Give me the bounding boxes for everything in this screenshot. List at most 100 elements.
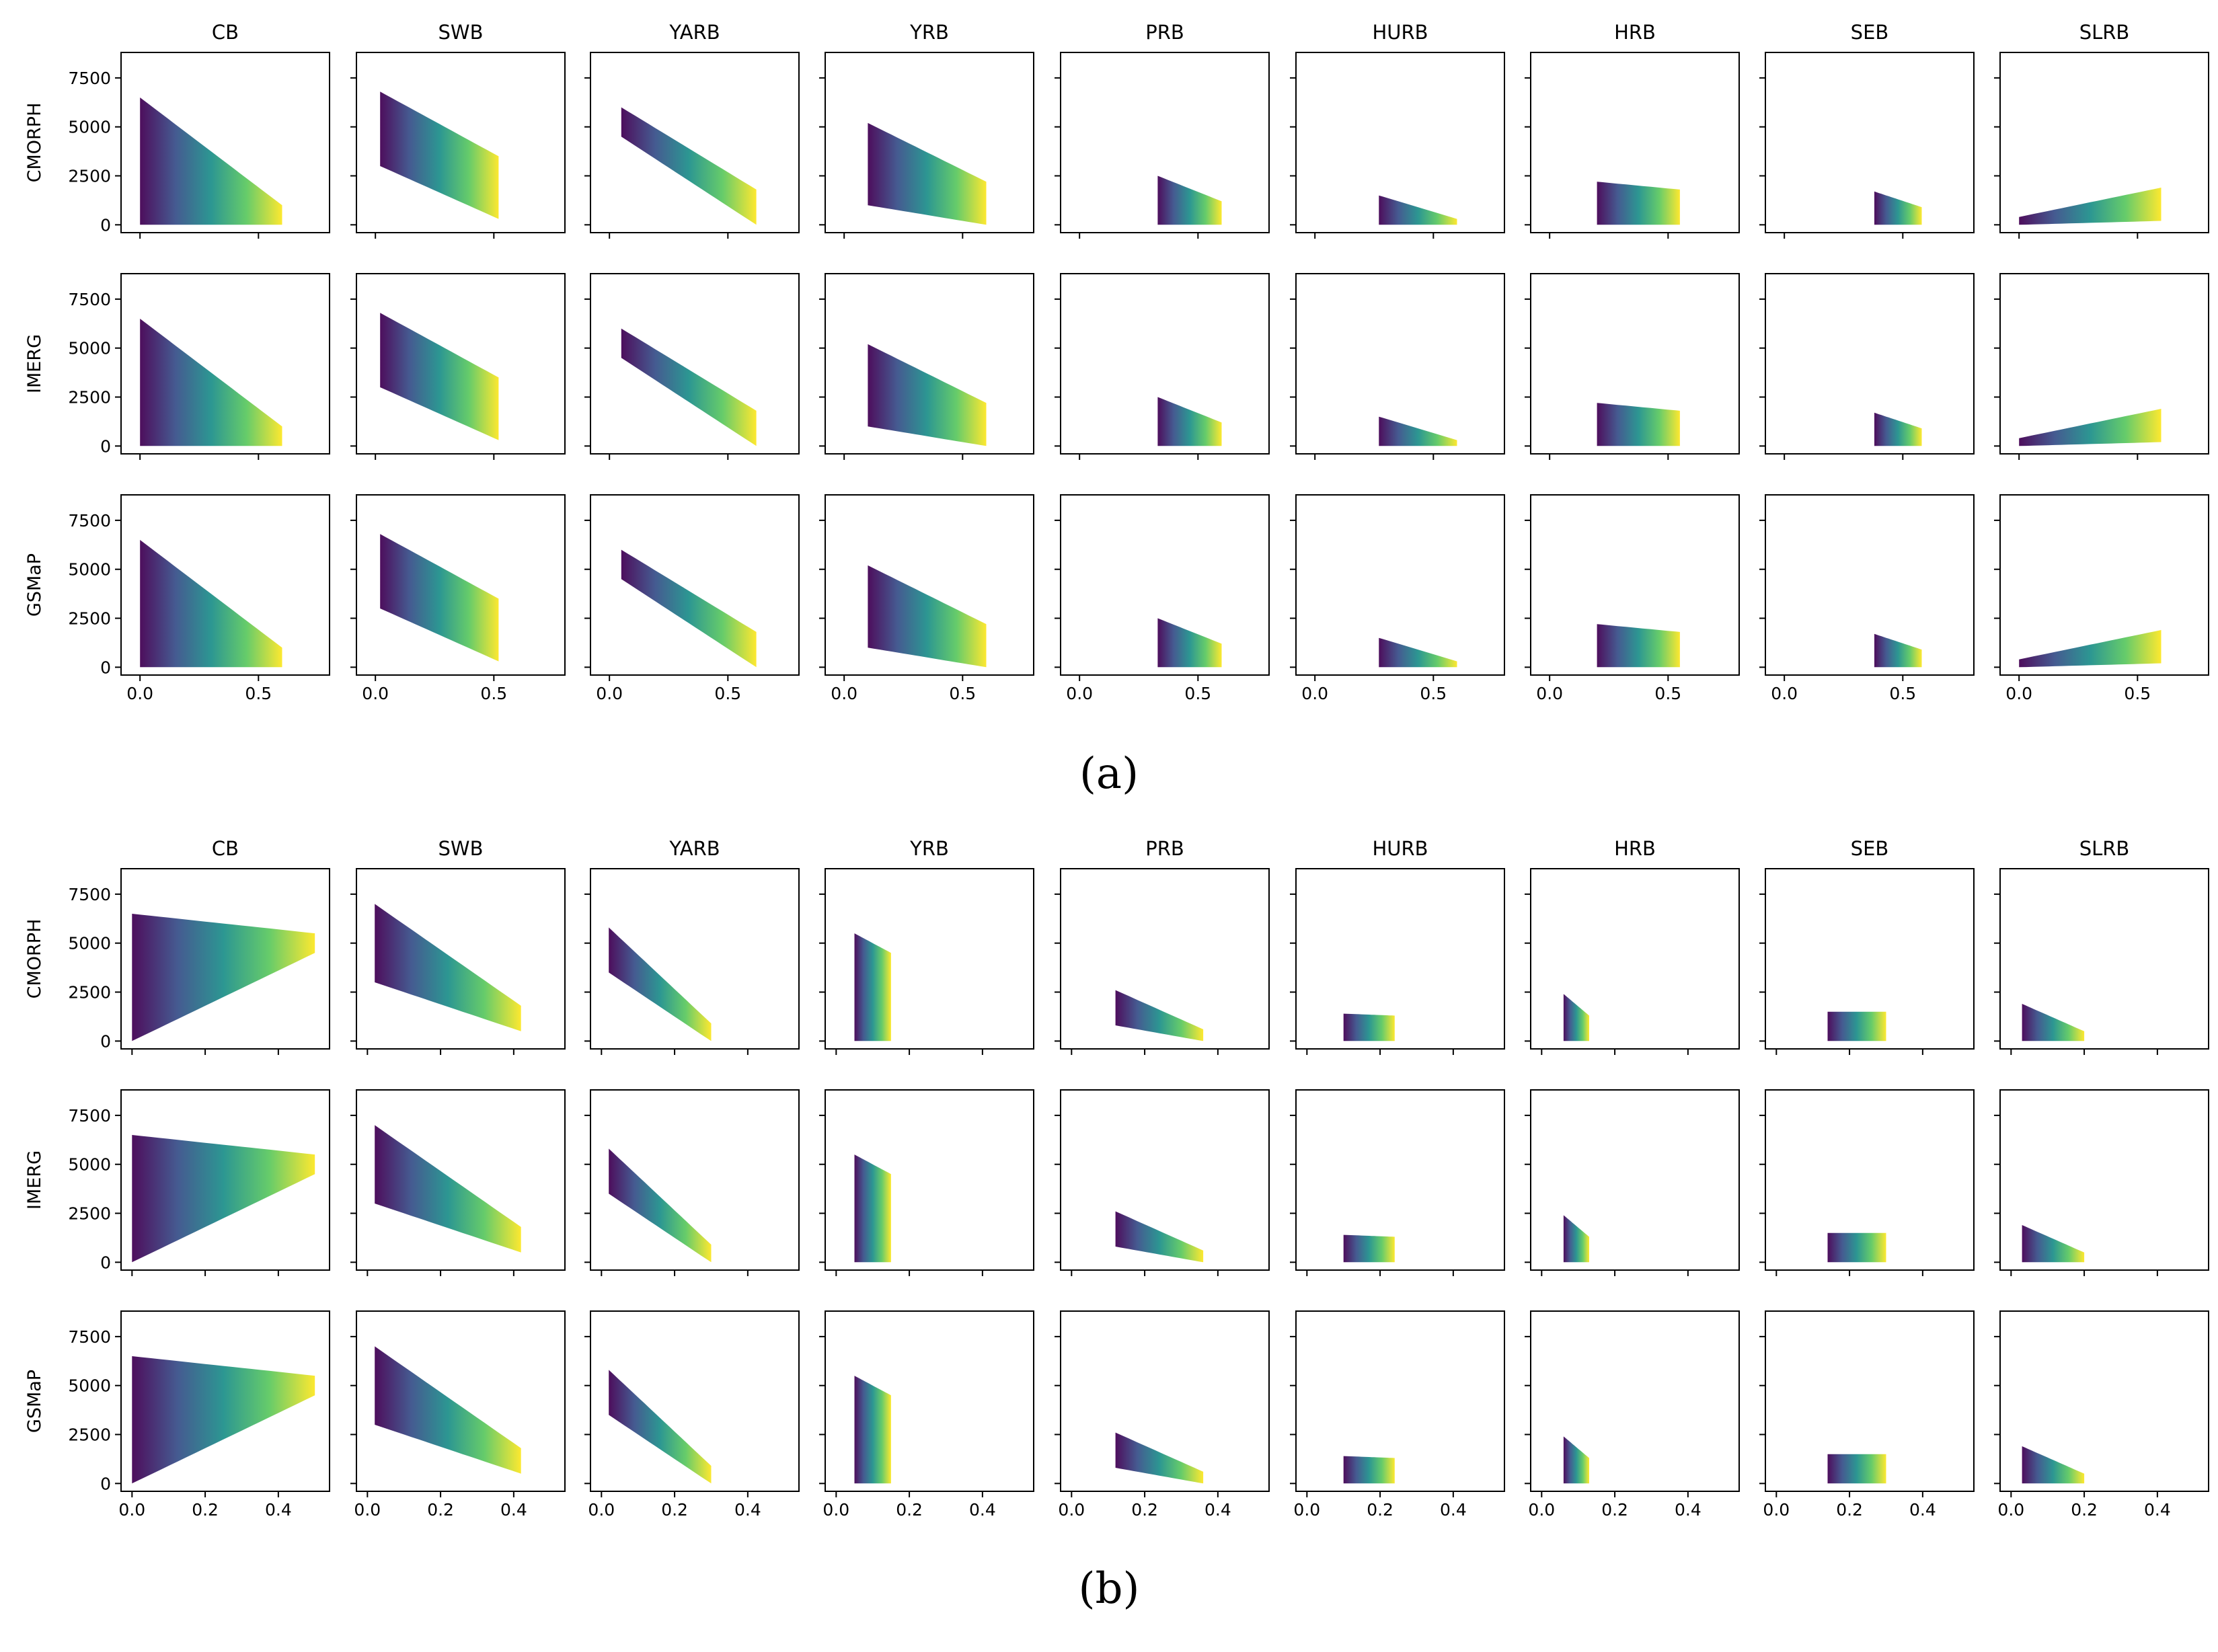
x-tick-label: 0.5	[2124, 684, 2151, 703]
x-tick-label: 0.0	[1528, 1500, 1555, 1520]
x-tick-label: 0.4	[1909, 1500, 1936, 1520]
scatter-cloud	[1157, 618, 1222, 668]
basin-title: HRB	[1614, 837, 1656, 860]
subplot-frame	[825, 1310, 1034, 1492]
basin-title: YRB	[909, 837, 949, 860]
subplot-frame	[1999, 1089, 2209, 1271]
subplot-frame	[1295, 1310, 1505, 1492]
subplot-frame	[1530, 52, 1740, 233]
x-tick-label: 0.5	[1889, 684, 1916, 703]
scatter-cloud	[375, 1125, 521, 1253]
x-tick-label: 0.5	[245, 684, 272, 703]
scatter-cloud	[132, 914, 315, 1041]
scatter-cloud	[1563, 1436, 1589, 1484]
subplot-frame	[1060, 868, 1270, 1050]
subplot-frame	[1765, 1310, 1975, 1492]
scatter-cloud	[1597, 182, 1680, 225]
scatter-cloud	[380, 91, 499, 219]
basin-title: HRB	[1614, 21, 1656, 44]
scatter-cloud	[868, 565, 987, 668]
x-tick-label: 0.5	[1654, 684, 1681, 703]
subplot-frame	[1765, 273, 1975, 455]
subplot-frame	[120, 868, 330, 1050]
subplot-frame	[825, 273, 1034, 455]
scatter-cloud	[854, 933, 891, 1041]
x-tick-label: 0.2	[192, 1500, 219, 1520]
y-tick-label: 5000	[68, 118, 111, 137]
y-tick-label: 7500	[68, 69, 111, 88]
y-tick-label: 7500	[68, 1327, 111, 1347]
subplot-frame	[1999, 868, 2209, 1050]
subplot-frame	[1060, 273, 1270, 455]
x-tick-label: 0.0	[2005, 684, 2032, 703]
scatter-cloud	[132, 1356, 315, 1484]
x-tick-label: 0.2	[1131, 1500, 1158, 1520]
x-tick-label: 0.2	[2071, 1500, 2098, 1520]
scatter-cloud	[1563, 994, 1589, 1041]
subplot-frame	[1295, 273, 1505, 455]
subplot-frame	[590, 273, 800, 455]
subplot-frame	[1530, 494, 1740, 676]
basin-title: YARB	[668, 21, 720, 44]
scatter-cloud	[609, 927, 712, 1041]
product-label: GSMaP	[24, 1370, 45, 1433]
subplot-frame	[1999, 1310, 2209, 1492]
panel-label: (a)	[1079, 749, 1139, 799]
y-tick-label: 2500	[68, 1204, 111, 1224]
scatter-cloud	[1379, 637, 1457, 668]
subplot-frame	[1060, 52, 1270, 233]
basin-title: SLRB	[2079, 837, 2130, 860]
x-tick-label: 0.5	[1184, 684, 1211, 703]
y-tick-label: 0	[100, 215, 111, 235]
subplot-frame	[356, 273, 566, 455]
scatter-cloud	[1379, 195, 1457, 225]
x-tick-label: 0.2	[1836, 1500, 1863, 1520]
subplot-frame	[1060, 1310, 1270, 1492]
y-tick-label: 5000	[68, 560, 111, 580]
scatter-cloud	[2019, 630, 2162, 668]
x-tick-label: 0.0	[1066, 684, 1093, 703]
x-tick-label: 0.4	[1204, 1500, 1231, 1520]
y-tick-label: 2500	[68, 1425, 111, 1445]
x-tick-label: 0.0	[1771, 684, 1798, 703]
subplot-frame	[825, 868, 1034, 1050]
scatter-cloud	[1563, 1215, 1589, 1263]
x-tick-label: 0.0	[823, 1500, 849, 1520]
scatter-cloud	[854, 1154, 891, 1263]
scatter-cloud	[1157, 175, 1222, 225]
subplot-frame	[356, 494, 566, 676]
scatter-cloud	[1827, 1454, 1886, 1484]
y-tick-label: 5000	[68, 1376, 111, 1396]
x-tick-label: 0.2	[661, 1500, 688, 1520]
scatter-cloud	[2022, 1446, 2085, 1484]
subplot-frame	[1060, 1089, 1270, 1271]
y-tick-label: 5000	[68, 339, 111, 358]
x-tick-label: 0.0	[1997, 1500, 2024, 1520]
x-tick-label: 0.4	[265, 1500, 292, 1520]
x-tick-label: 0.5	[1420, 684, 1447, 703]
scatter-cloud	[380, 313, 499, 440]
scatter-cloud	[380, 534, 499, 662]
basin-title: PRB	[1145, 21, 1184, 44]
scatter-cloud	[2022, 1225, 2085, 1263]
scatter-cloud	[609, 1370, 712, 1484]
x-tick-label: 0.0	[1293, 1500, 1320, 1520]
y-tick-label: 7500	[68, 885, 111, 904]
scatter-cloud	[140, 319, 282, 446]
scatter-cloud	[854, 1376, 891, 1484]
subplot-frame	[1530, 1089, 1740, 1271]
x-tick-label: 0.0	[831, 684, 857, 703]
subplot-frame	[825, 1089, 1034, 1271]
scatter-cloud	[868, 122, 987, 225]
scatter-cloud	[609, 1148, 712, 1263]
y-tick-label: 7500	[68, 1106, 111, 1126]
basin-title: YRB	[909, 21, 949, 44]
scatter-cloud	[868, 344, 987, 446]
subplot-frame	[356, 868, 566, 1050]
basin-title: SLRB	[2079, 21, 2130, 44]
subplot-frame	[120, 52, 330, 233]
scatter-cloud	[1379, 416, 1457, 446]
subplot-frame	[1295, 868, 1505, 1050]
scatter-cloud	[1874, 412, 1922, 446]
scatter-cloud	[1157, 397, 1222, 446]
